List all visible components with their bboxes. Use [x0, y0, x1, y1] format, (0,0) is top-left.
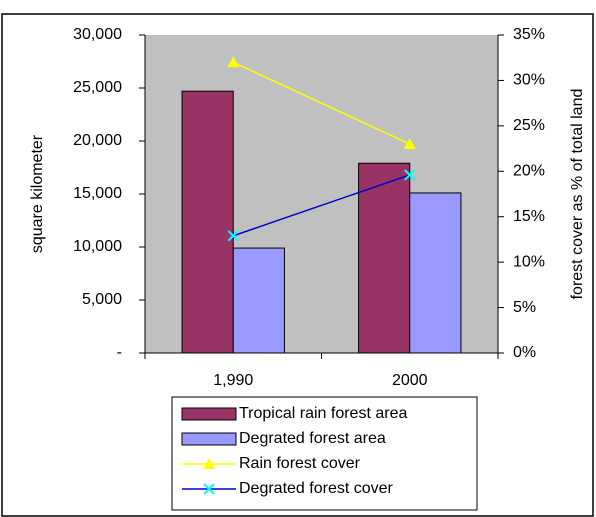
x-tick-label: 1,990	[213, 372, 253, 389]
legend-label: Degrated forest area	[239, 430, 386, 447]
y-tick-label: 15,000	[73, 185, 122, 202]
legend-swatch	[181, 432, 237, 446]
y-axis-label: square kilometer	[29, 134, 46, 253]
y2-tick-label: 25%	[513, 117, 545, 134]
y2-tick-label: 15%	[513, 208, 545, 225]
line-series	[233, 174, 410, 237]
legend-label: Tropical rain forest area	[239, 405, 407, 422]
x-tick-label: 2000	[392, 372, 428, 389]
legend-box	[171, 396, 478, 511]
y-tick-label: 5,000	[82, 291, 122, 308]
point-marker	[403, 138, 416, 150]
line-series	[232, 61, 411, 145]
y-tick-label: -	[117, 344, 122, 361]
y2-tick-label: 35%	[513, 26, 545, 43]
y2-tick-label: 30%	[513, 72, 545, 89]
legend-marker	[203, 483, 215, 495]
y-tick-label: 10,000	[73, 238, 122, 255]
point-marker	[227, 230, 239, 242]
y-tick-label: 20,000	[73, 132, 122, 149]
y2-tick-label: 5%	[513, 299, 536, 316]
legend-label: Rain forest cover	[239, 455, 361, 472]
legend-swatch	[181, 407, 237, 421]
bar	[409, 192, 462, 354]
bar	[232, 247, 285, 354]
legend-marker	[203, 458, 215, 469]
legend-label: Degrated forest cover	[239, 480, 394, 497]
y2-tick-label: 0%	[513, 344, 536, 361]
y-tick-label: 30,000	[73, 26, 122, 43]
y2-tick-label: 20%	[513, 163, 545, 180]
point-marker	[404, 169, 416, 181]
y-tick-label: 25,000	[73, 79, 122, 96]
point-marker	[227, 56, 240, 68]
y2-tick-label: 10%	[513, 253, 545, 270]
bar	[358, 162, 411, 354]
y2-axis-label: forest cover as % of total land	[569, 89, 586, 300]
bar	[181, 90, 234, 354]
